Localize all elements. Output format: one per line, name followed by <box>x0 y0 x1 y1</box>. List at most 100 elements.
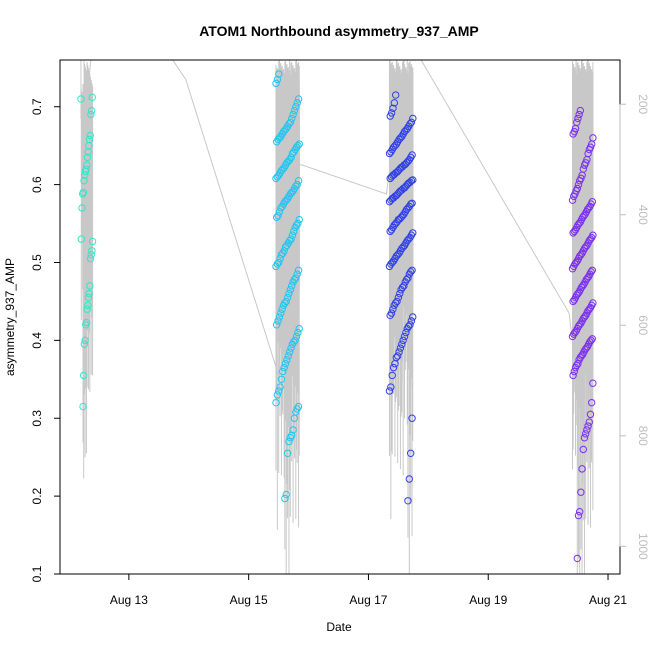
data-point <box>389 305 397 313</box>
data-point <box>272 321 281 329</box>
data-point <box>386 227 394 236</box>
y-tick-label: 0.4 <box>30 332 44 349</box>
data-point <box>87 106 96 115</box>
data-point <box>294 95 303 103</box>
data-point <box>577 488 585 496</box>
data-point <box>387 148 395 156</box>
data-point <box>281 494 289 503</box>
data-point <box>272 174 280 183</box>
data-point <box>580 161 589 169</box>
data-point <box>283 356 291 364</box>
data-point <box>281 243 290 251</box>
data-point <box>293 99 301 107</box>
secondary-y-tick-label: 400 <box>636 205 650 225</box>
y-tick-label: 0.6 <box>30 176 44 193</box>
data-point <box>272 262 280 271</box>
data-point <box>88 93 96 102</box>
data-point <box>576 106 585 115</box>
data-point <box>387 383 395 391</box>
data-point <box>275 70 283 78</box>
data-point <box>290 106 299 115</box>
y-tick-label: 0.1 <box>30 565 44 582</box>
y-tick-label: 0.2 <box>30 487 44 504</box>
data-point <box>285 437 293 446</box>
data-point <box>274 387 283 395</box>
x-tick-label: Aug 13 <box>110 593 148 607</box>
segment-layer <box>80 60 594 574</box>
data-point <box>290 227 298 236</box>
data-point <box>83 305 91 313</box>
data-point <box>385 149 394 158</box>
data-point <box>388 371 396 380</box>
x-tick-label: Aug 21 <box>589 593 627 607</box>
data-point <box>288 149 297 158</box>
data-point <box>295 324 303 333</box>
overlay-line <box>86 60 576 376</box>
data-point <box>284 352 292 360</box>
data-point <box>575 321 584 329</box>
data-point <box>283 449 292 457</box>
data-point <box>289 278 297 286</box>
data-point <box>581 430 590 438</box>
data-point <box>77 235 85 243</box>
data-point <box>77 95 85 103</box>
data-point <box>277 309 285 317</box>
data-point <box>81 336 89 345</box>
data-point <box>79 371 88 380</box>
data-point <box>285 289 293 298</box>
data-point <box>402 328 410 337</box>
data-point <box>279 367 287 376</box>
x-tick-label: Aug 19 <box>469 593 507 607</box>
data-point <box>272 138 281 146</box>
data-point <box>574 180 583 189</box>
data-point <box>278 305 286 313</box>
data-point <box>404 497 412 505</box>
data-point <box>393 352 402 360</box>
data-point <box>389 104 397 112</box>
data-point <box>78 190 87 198</box>
data-point <box>79 402 87 411</box>
data-point <box>84 293 93 302</box>
data-point <box>277 375 286 384</box>
data-point <box>576 177 584 185</box>
data-point <box>282 490 290 499</box>
data-point <box>570 192 578 200</box>
data-point <box>86 131 94 140</box>
data-point <box>387 196 395 204</box>
data-point <box>272 79 280 88</box>
secondary-y-tick-label: 200 <box>636 94 650 114</box>
data-point <box>579 282 587 290</box>
data-point <box>586 235 595 243</box>
data-point <box>81 167 90 176</box>
data-point <box>389 363 398 372</box>
secondary-y-tick-label: 600 <box>636 315 650 335</box>
data-point <box>585 204 593 212</box>
data-point <box>577 352 586 360</box>
data-point <box>582 344 590 352</box>
data-point <box>568 332 577 341</box>
data-point <box>273 391 282 399</box>
data-point <box>572 258 580 267</box>
data-point <box>403 324 411 333</box>
data-point <box>568 265 577 273</box>
point-layer <box>77 70 597 563</box>
x-axis-label: Date <box>326 620 352 634</box>
data-point <box>289 110 297 119</box>
data-point <box>86 282 94 290</box>
data-point <box>568 196 577 204</box>
data-point <box>569 130 577 138</box>
data-point <box>571 328 579 337</box>
data-point <box>274 317 282 325</box>
data-point <box>385 387 394 395</box>
y-tick-label: 0.5 <box>30 254 44 271</box>
data-point <box>288 340 297 348</box>
data-point <box>399 336 407 345</box>
data-point <box>580 313 589 321</box>
data-point <box>387 173 396 181</box>
data-point <box>273 173 282 181</box>
data-point <box>86 254 95 263</box>
data-point <box>280 363 288 372</box>
data-point <box>586 410 595 419</box>
data-point <box>390 301 398 310</box>
data-point <box>286 286 295 294</box>
